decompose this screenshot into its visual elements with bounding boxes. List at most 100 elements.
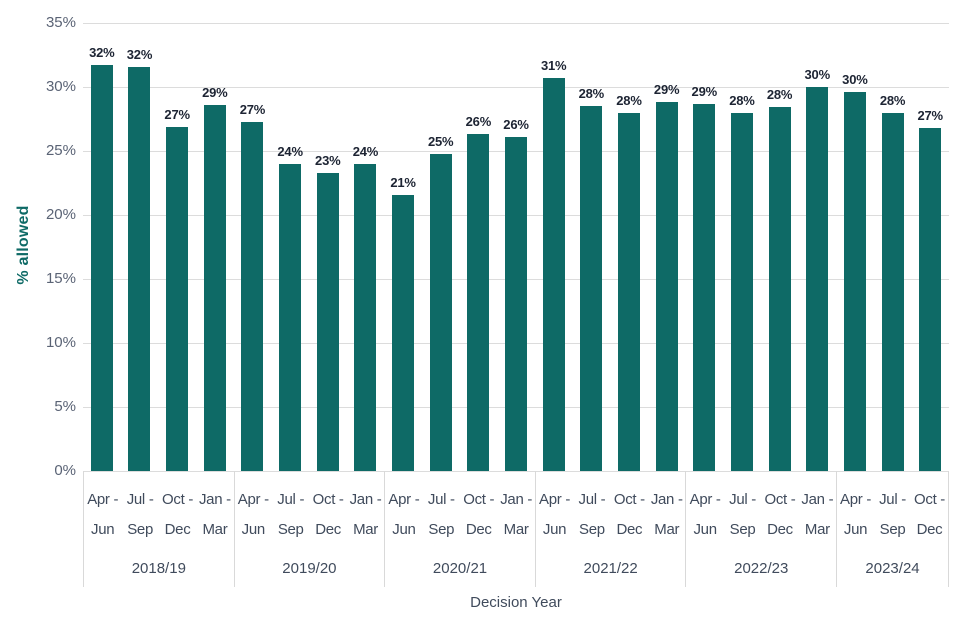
bar-value-label: 29% <box>691 83 718 99</box>
bar-slot: 26% <box>497 23 535 471</box>
group-label-box: Apr - Jul - Oct - Jan - Jun Sep Dec Mar 2021/22 <box>534 471 686 587</box>
bar-slot: 24% <box>347 23 385 471</box>
group-bars: 21% 25% 26% 26% <box>384 23 535 471</box>
bar-value-label: 26% <box>503 116 529 132</box>
bar-slot: 27% <box>234 23 272 471</box>
x-tick-label-top: Jul - <box>277 491 305 508</box>
bar-slot: 30% <box>798 23 836 471</box>
x-tick-label-bottom: Sep <box>879 521 906 538</box>
group-bars: 32% 32% 27% 29% <box>83 23 234 471</box>
bar-value-label: 24% <box>277 143 303 159</box>
bar-value-label: 28% <box>616 92 642 108</box>
group-label-box: Apr - Jul - Oct - Jun Sep Dec 2023/24 <box>836 471 949 587</box>
bar-slot: 28% <box>610 23 648 471</box>
y-axis-tick-labels: 0% 5% 10% 15% 20% 25% 30% 35% <box>0 14 76 479</box>
bar-value-label: 32% <box>126 46 153 62</box>
x-tick-label-top: Oct - <box>312 491 344 508</box>
bar <box>542 78 565 471</box>
bar-slot: 29% <box>648 23 686 471</box>
x-tick-label-top: Jan - <box>198 491 231 508</box>
x-tick-label-top: Apr - <box>840 491 872 508</box>
bar-slot: 26% <box>460 23 498 471</box>
group-bars: 27% 24% 23% 24% <box>234 23 385 471</box>
bar-value-label: 28% <box>729 92 755 108</box>
year-group: 30% 28% 27% Apr - Jul - Oct - Jun Sep Dec 2023/24 <box>836 23 949 587</box>
x-axis-title: Decision Year <box>470 594 562 611</box>
group-bars: 31% 28% 28% 29% <box>535 23 686 471</box>
bar <box>467 134 490 471</box>
group-label-box: Apr - Jul - Oct - Jan - Jun Sep Dec Mar 2018/19 <box>83 471 234 587</box>
bar-value-label: 25% <box>427 133 454 149</box>
x-tick-label-top: Oct - <box>463 491 495 508</box>
quarter-label-row-top: Apr - Jul - Oct - <box>837 485 948 515</box>
quarter-label-row-top: Apr - Jul - Oct - Jan - <box>84 485 234 515</box>
x-tick-label-top: Jan - <box>801 491 834 508</box>
x-tick-label-bottom: Jun <box>843 521 868 538</box>
gridline <box>83 471 949 472</box>
year-group: 27% 24% 23% 24% Apr - Jul - Oct - Jan - Jun Sep De… <box>233 23 385 587</box>
y-tick-label: 20% <box>45 206 76 223</box>
group-bars: 29% 28% 28% 30% <box>685 23 836 471</box>
bar <box>90 65 113 471</box>
year-group-label: 2020/21 <box>432 560 488 577</box>
bar-slot: 25% <box>422 23 460 471</box>
bar <box>505 136 528 471</box>
bar-slot: 28% <box>761 23 799 471</box>
bar <box>655 102 678 471</box>
x-tick-label-bottom: Jun <box>241 521 266 538</box>
bar-slot: 29% <box>685 23 723 471</box>
y-tick-label: 30% <box>45 78 76 95</box>
bar-value-label: 28% <box>879 92 906 108</box>
year-group: 21% 25% 26% 26% Apr - Jul - Oct - Jan - Jun Sep De… <box>384 23 535 587</box>
x-tick-label-top: Oct - <box>764 491 796 508</box>
x-tick-label-bottom: Sep <box>277 521 304 538</box>
x-tick-label-top: Apr - <box>689 491 721 508</box>
bar-value-label: 27% <box>164 106 190 122</box>
bar-slot: 32% <box>121 23 159 471</box>
bar <box>693 103 716 471</box>
quarter-label-row-bottom: Jun Sep Dec <box>837 515 948 545</box>
x-tick-label-bottom: Dec <box>916 521 943 538</box>
x-tick-label-bottom: Mar <box>353 521 378 538</box>
x-tick-label-bottom: Sep <box>729 521 756 538</box>
quarter-label-row-bottom: Jun Sep Dec Mar <box>686 515 836 545</box>
bar-value-label: 30% <box>804 67 831 82</box>
bar-slot: 31% <box>535 23 573 471</box>
quarter-label-row-bottom: Jun Sep Dec Mar <box>385 515 535 545</box>
x-tick-label-top: Oct - <box>162 491 194 508</box>
group-label-box: Apr - Jul - Oct - Jan - Jun Sep Dec Mar 2022/23 <box>685 471 836 587</box>
bar <box>128 66 151 471</box>
bar <box>166 126 189 471</box>
year-group: 32% 32% 27% 29% Apr - Jul - Oct - Jan - Jun Sep De… <box>83 23 234 587</box>
x-tick-label-top: Jul - <box>126 491 154 508</box>
year-group-label: 2022/23 <box>734 560 789 577</box>
y-tick-label: 15% <box>45 270 76 287</box>
bar-value-label: 29% <box>202 84 228 100</box>
x-tick-label-top: Apr - <box>388 491 420 508</box>
x-tick-label-top: Jul - <box>578 491 606 508</box>
bar-slot: 28% <box>874 23 912 471</box>
x-tick-label-bottom: Sep <box>579 521 605 538</box>
x-tick-label-top: Jul - <box>729 491 756 508</box>
x-tick-label-bottom: Jun <box>542 521 567 538</box>
bar <box>580 106 603 471</box>
x-tick-label-top: Jan - <box>650 491 683 508</box>
x-tick-label-bottom: Jun <box>91 521 115 538</box>
bar-value-label: 32% <box>89 45 115 61</box>
y-tick-label: 5% <box>54 398 76 415</box>
gridline <box>83 23 949 24</box>
bar-slot: 23% <box>309 23 347 471</box>
bar <box>843 92 866 471</box>
bar-slot: 27% <box>911 23 949 471</box>
x-tick-label-bottom: Dec <box>767 521 793 538</box>
y-tick-label: 0% <box>54 462 76 479</box>
x-tick-label-bottom: Mar <box>654 521 680 538</box>
bar-value-label: 24% <box>352 143 379 159</box>
x-tick-label-bottom: Sep <box>127 521 153 538</box>
x-tick-label-bottom: Jun <box>693 521 717 538</box>
bar <box>919 127 942 471</box>
bar <box>429 153 452 471</box>
quarter-label-row-bottom: Jun Sep Dec Mar <box>235 515 385 545</box>
bar-slot: 24% <box>271 23 309 471</box>
x-tick-label-bottom: Mar <box>503 521 529 538</box>
